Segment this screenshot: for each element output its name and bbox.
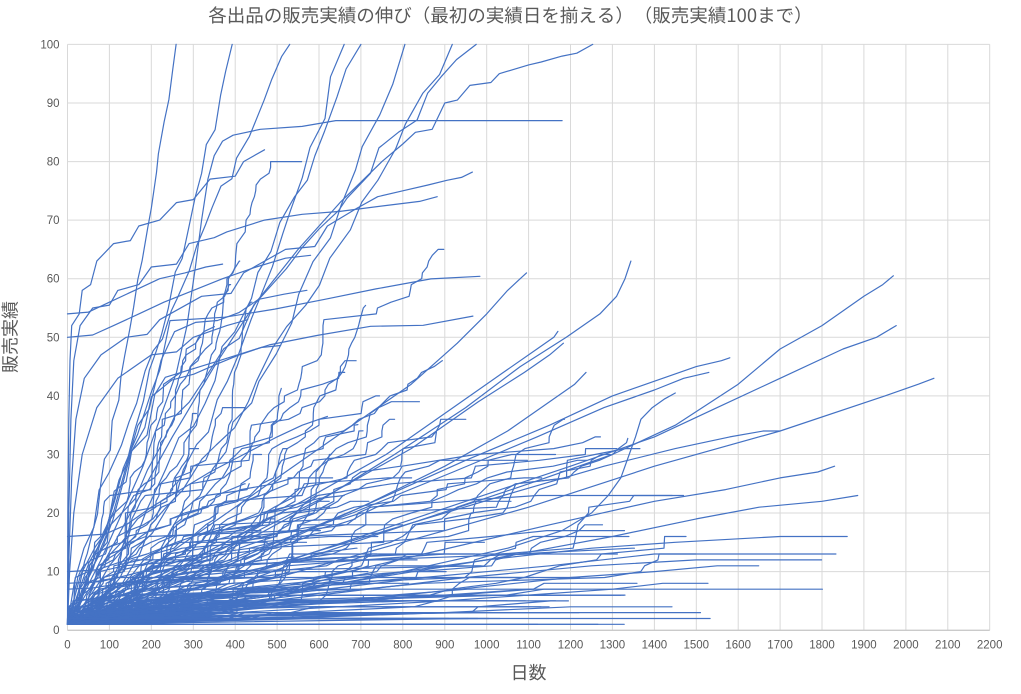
svg-text:1600: 1600 bbox=[725, 640, 751, 652]
svg-text:90: 90 bbox=[47, 98, 60, 110]
svg-text:1700: 1700 bbox=[767, 640, 793, 652]
svg-text:100: 100 bbox=[100, 640, 119, 652]
svg-text:500: 500 bbox=[268, 640, 287, 652]
svg-text:60: 60 bbox=[47, 274, 60, 286]
svg-text:1200: 1200 bbox=[558, 640, 584, 652]
svg-text:700: 700 bbox=[351, 640, 370, 652]
svg-text:800: 800 bbox=[393, 640, 412, 652]
svg-text:100: 100 bbox=[40, 39, 59, 51]
svg-text:70: 70 bbox=[47, 215, 60, 227]
svg-text:1400: 1400 bbox=[642, 640, 668, 652]
svg-text:2200: 2200 bbox=[977, 640, 1003, 652]
svg-text:20: 20 bbox=[47, 508, 60, 520]
svg-text:1000: 1000 bbox=[474, 640, 500, 652]
svg-text:30: 30 bbox=[47, 450, 60, 462]
svg-text:1500: 1500 bbox=[684, 640, 710, 652]
svg-text:0: 0 bbox=[53, 625, 59, 637]
svg-text:900: 900 bbox=[435, 640, 454, 652]
svg-text:0: 0 bbox=[64, 640, 70, 652]
svg-text:200: 200 bbox=[142, 640, 161, 652]
svg-text:10: 10 bbox=[47, 567, 60, 579]
svg-text:2000: 2000 bbox=[893, 640, 919, 652]
svg-text:600: 600 bbox=[309, 640, 328, 652]
svg-text:50: 50 bbox=[47, 332, 60, 344]
svg-text:300: 300 bbox=[184, 640, 203, 652]
svg-text:2100: 2100 bbox=[935, 640, 961, 652]
svg-text:40: 40 bbox=[47, 391, 60, 403]
svg-text:80: 80 bbox=[47, 157, 60, 169]
svg-text:1100: 1100 bbox=[516, 640, 541, 652]
svg-text:1300: 1300 bbox=[600, 640, 626, 652]
svg-text:400: 400 bbox=[226, 640, 245, 652]
svg-text:1800: 1800 bbox=[809, 640, 835, 652]
svg-text:1900: 1900 bbox=[851, 640, 877, 652]
